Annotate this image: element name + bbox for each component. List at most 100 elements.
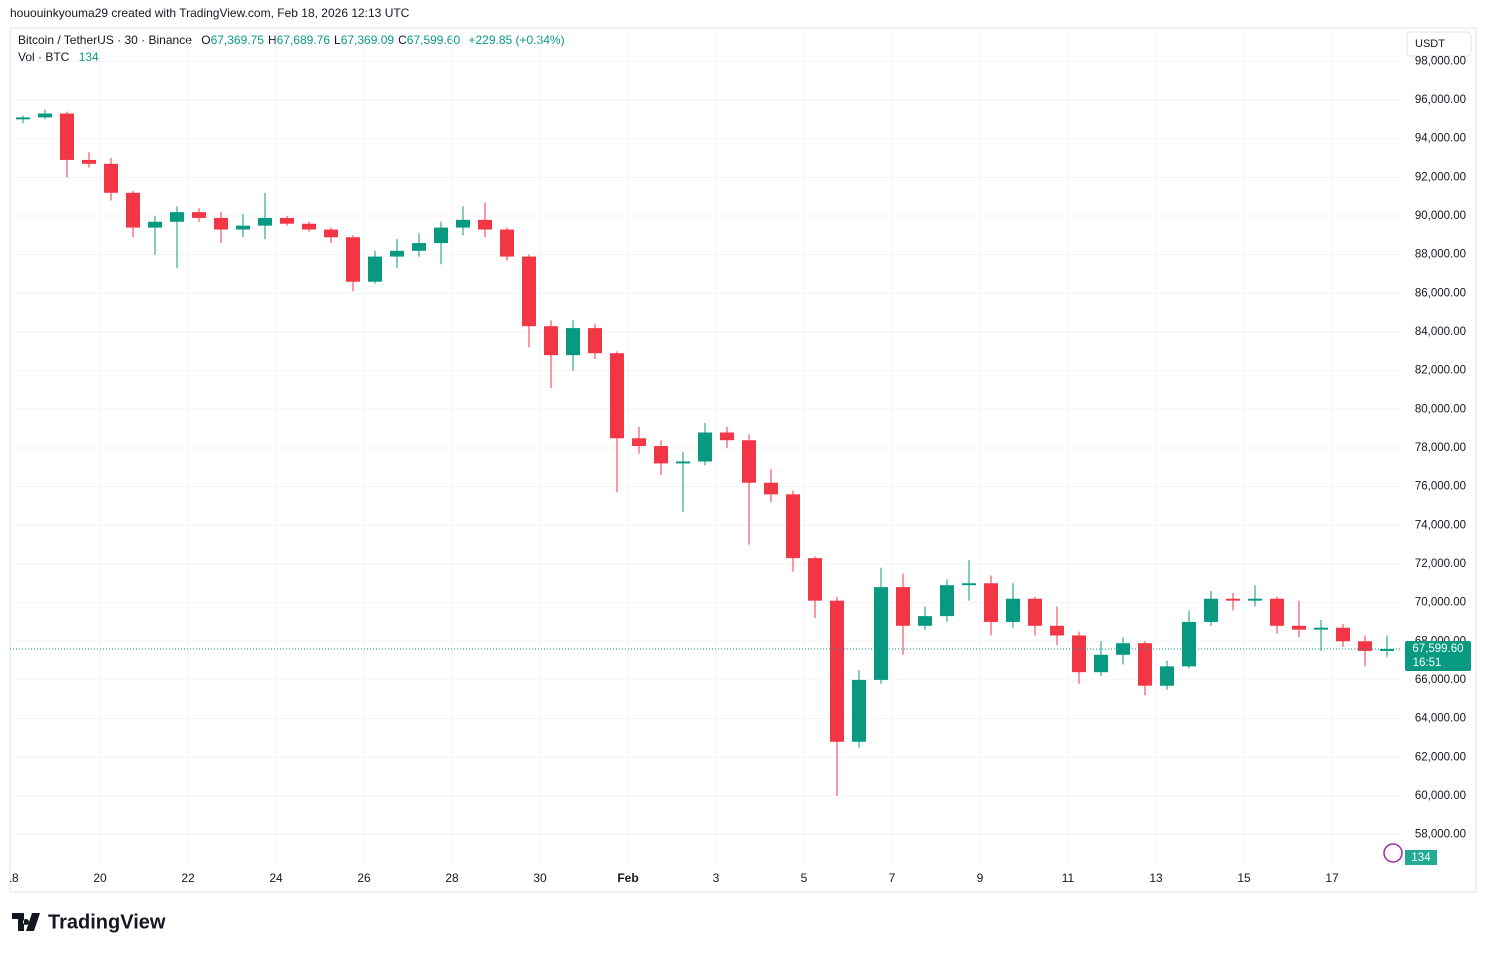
x-tick-label: 5 <box>801 871 808 885</box>
candle-body <box>874 587 888 680</box>
y-tick-label: 88,000.00 <box>1415 249 1466 261</box>
candle-body <box>1314 627 1328 630</box>
chart-title: Bitcoin / TetherUS · 30 · Binance <box>18 33 192 47</box>
candle-body <box>60 113 74 160</box>
candle-body <box>390 250 404 257</box>
candle-body <box>940 585 954 617</box>
candle-body <box>38 113 52 118</box>
candle-body <box>1336 627 1350 642</box>
last-price-box <box>1405 640 1471 671</box>
candle-body <box>1006 598 1020 622</box>
x-tick-label: 30 <box>533 871 547 885</box>
candle-body <box>258 217 272 226</box>
volume-badge: 134 <box>1411 852 1431 864</box>
alert-icon <box>1383 843 1403 863</box>
y-tick-label: 96,000.00 <box>1415 94 1466 106</box>
ohlc-value: 67,599.60 <box>407 33 461 47</box>
ohlc-label: L <box>334 33 341 47</box>
ohlc-label: H <box>268 33 277 47</box>
y-tick-label: 92,000.00 <box>1415 171 1466 183</box>
logo <box>12 913 40 931</box>
y-tick-label: 58,000.00 <box>1415 829 1466 841</box>
candle-body <box>214 217 228 230</box>
ohlc-value: 67,369.75 <box>211 33 265 47</box>
y-tick-label: 74,000.00 <box>1415 519 1466 531</box>
x-tick-label: 3 <box>713 871 720 885</box>
candle-body <box>544 326 558 356</box>
candle-body <box>1050 625 1064 636</box>
candle-body <box>1138 643 1152 686</box>
ohlc-label: O <box>201 33 210 47</box>
volume-label: Vol · BTC <box>18 50 70 64</box>
x-tick-label: 24 <box>269 871 283 885</box>
candle-body <box>324 229 338 238</box>
candle-body <box>522 256 536 327</box>
candle-body <box>984 583 998 622</box>
candle-body <box>918 616 932 626</box>
x-tick-label: 28 <box>445 871 459 885</box>
candle-body <box>852 679 866 742</box>
legend: Bitcoin / TetherUS · 30 · Binance O67,36… <box>18 33 565 47</box>
candle-body <box>896 587 910 626</box>
candle-body <box>566 328 580 356</box>
x-tick-label: 11 <box>1062 871 1075 885</box>
candle-body <box>1094 654 1108 673</box>
candle-body <box>456 219 470 228</box>
logo-icon <box>12 913 40 931</box>
x-tick-label: 17 <box>1325 871 1339 885</box>
countdown: 16:51 <box>1413 657 1442 669</box>
footer-logo: TradingView <box>48 911 166 933</box>
candle-body <box>346 237 360 282</box>
y-tick-label: 72,000.00 <box>1415 558 1466 570</box>
candle-body <box>1072 635 1086 673</box>
candle-body <box>764 482 778 495</box>
candle-body <box>412 243 426 251</box>
candle-body <box>830 600 844 742</box>
last-price-label: 67,599.60 <box>1412 643 1463 655</box>
candle-body <box>1358 641 1372 651</box>
plot <box>10 28 1400 865</box>
candle-body <box>1204 598 1218 622</box>
candle-body <box>302 223 316 230</box>
candle-body <box>368 256 382 282</box>
y-tick-label: 84,000.00 <box>1415 326 1466 338</box>
y-tick-label: 90,000.00 <box>1415 210 1466 222</box>
ohlc-value: 67,689.76 <box>277 33 331 47</box>
candle-body <box>1380 648 1394 651</box>
y-tick-label: 82,000.00 <box>1415 365 1466 377</box>
candle-body <box>742 440 756 483</box>
candle-body <box>82 159 96 164</box>
candle-body <box>1270 598 1284 626</box>
candle-body <box>1160 666 1174 686</box>
candle-body <box>654 446 668 464</box>
y-tick-label: 62,000.00 <box>1415 751 1466 763</box>
candle-body <box>478 219 492 230</box>
axis-unit: USDT <box>1415 38 1445 50</box>
candle-body <box>434 227 448 244</box>
ohlc-value: 67,369.09 <box>341 33 395 47</box>
candle-body <box>500 229 514 257</box>
candle-body <box>1028 598 1042 626</box>
y-tick-label: 86,000.00 <box>1415 287 1466 299</box>
x-tick-label: Feb <box>617 871 638 885</box>
y-tick-label: 66,000.00 <box>1415 674 1466 686</box>
candle-body <box>280 217 294 224</box>
x-tick-label: 9 <box>977 871 984 885</box>
candle-body <box>1292 625 1306 630</box>
candle-body <box>632 438 646 447</box>
candle-body <box>170 212 184 222</box>
volume-last: 134 <box>79 50 99 64</box>
x-tick-label: 7 <box>889 871 896 885</box>
x-tick-label: 20 <box>93 871 107 885</box>
candle-body <box>1248 598 1262 601</box>
volume-legend: Vol · BTC 134 <box>18 50 99 64</box>
x-tick-label: 18 <box>5 871 19 885</box>
y-tick-label: 64,000.00 <box>1415 713 1466 725</box>
y-tick-label: 94,000.00 <box>1415 133 1466 145</box>
candle-body <box>962 583 976 586</box>
candle-body <box>148 221 162 228</box>
candle-body <box>720 432 734 441</box>
unit-box[interactable] <box>1406 31 1472 57</box>
y-tick-label: 76,000.00 <box>1415 481 1466 493</box>
